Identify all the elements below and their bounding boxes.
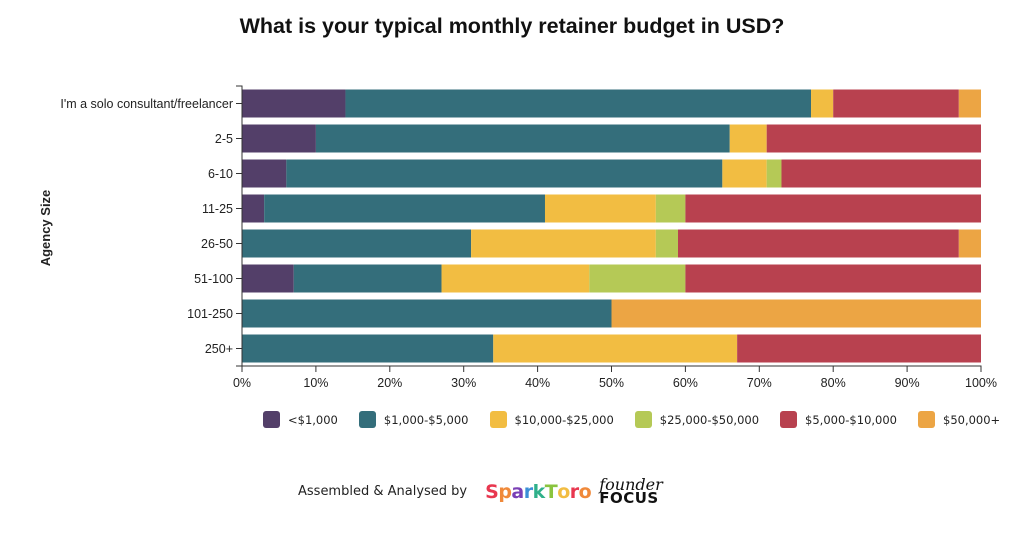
bar-segment <box>655 229 679 258</box>
bar-segment <box>833 89 959 118</box>
y-tick-label: 11-25 <box>202 202 233 216</box>
x-tick-label: 20% <box>377 376 402 390</box>
bar-segment <box>729 124 767 153</box>
bar-segment <box>685 264 981 293</box>
legend-item: <$1,000 <box>263 411 338 428</box>
bar-segment <box>242 299 612 328</box>
footer: Assembled & Analysed by SparkToro founde… <box>298 475 663 508</box>
legend-item: $1,000-$5,000 <box>358 411 469 428</box>
bar-segment <box>242 229 472 258</box>
y-tick-label: 6-10 <box>208 167 233 181</box>
x-tick-label: 10% <box>303 376 328 390</box>
bar-segment <box>242 124 316 153</box>
bar-segment <box>811 89 834 118</box>
legend: <$1,000 $1,000-$5,000 $10,000-$25,000 $25,0… <box>263 411 1021 428</box>
axes-layer: I'm a solo consultant/freelancer 2-5 6-10 1… <box>60 85 997 390</box>
bar-segment <box>685 194 981 223</box>
bars-layer <box>242 89 981 363</box>
bar-segment <box>589 264 686 293</box>
y-tick-label: 26-50 <box>201 237 233 251</box>
bar-segment <box>655 194 686 223</box>
legend-label: $25,000-$50,000 <box>659 412 760 427</box>
bar-segment <box>781 159 981 188</box>
legend-item: $10,000-$25,000 <box>489 411 614 428</box>
x-tick-label: 50% <box>599 376 624 390</box>
bar-segment <box>611 299 981 328</box>
x-tick-label: 30% <box>451 376 476 390</box>
legend-swatch <box>358 411 376 428</box>
legend-label: $1,000-$5,000 <box>383 412 469 427</box>
bar-segment <box>441 264 590 293</box>
bar-segment <box>722 159 767 188</box>
bar-segment <box>242 89 346 118</box>
y-tick-label: 2-5 <box>215 132 233 146</box>
legend-label: $5,000-$10,000 <box>805 412 897 427</box>
x-tick-label: 80% <box>821 376 846 390</box>
bar-segment <box>958 89 981 118</box>
y-tick-label: 51-100 <box>194 272 233 286</box>
founder-focus-logo: founder FOCUS <box>599 475 663 508</box>
legend-label: $10,000-$25,000 <box>514 412 614 427</box>
x-tick-label: 100% <box>965 376 997 390</box>
bar-segment <box>286 159 723 188</box>
bar-segment <box>242 159 287 188</box>
chart-title: What is your typical monthly retainer bu… <box>239 14 785 38</box>
legend-item: $5,000-$10,000 <box>780 411 897 428</box>
bar-segment <box>242 334 494 363</box>
x-tick-label: 60% <box>673 376 698 390</box>
bar-segment <box>315 124 730 153</box>
legend-swatch <box>634 411 652 428</box>
bar-segment <box>493 334 738 363</box>
chart-plot: I'm a solo consultant/freelancer 2-5 6-10 1… <box>38 85 997 390</box>
legend-item: $50,000+ <box>918 411 1000 428</box>
legend-label: $50,000+ <box>943 412 1001 427</box>
legend-swatch <box>263 411 280 428</box>
y-tick-label: 101-250 <box>187 307 233 321</box>
y-axis-line <box>236 85 243 367</box>
bar-segment <box>242 194 265 223</box>
founder-focus-logo-top: founder <box>599 475 663 494</box>
bar-segment <box>293 264 442 293</box>
bar-segment <box>471 229 656 258</box>
bar-segment <box>737 334 981 363</box>
legend-swatch <box>780 411 798 428</box>
legend-item: $25,000-$50,000 <box>634 411 760 428</box>
footer-credit-text: Assembled & Analysed by <box>298 484 468 500</box>
bar-segment <box>264 194 545 223</box>
bar-segment <box>345 89 812 118</box>
y-tick-label: I'm a solo consultant/freelancer <box>60 97 233 111</box>
legend-swatch <box>918 411 935 428</box>
x-tick-label: 40% <box>525 376 550 390</box>
bar-segment <box>242 264 294 293</box>
legend-swatch <box>489 411 507 428</box>
bar-segment <box>544 194 656 223</box>
x-tick-label: 0% <box>233 376 251 390</box>
x-tick-label: 90% <box>895 376 920 390</box>
legend-label: <$1,000 <box>288 412 338 427</box>
bar-segment <box>766 159 782 188</box>
bar-segment <box>678 229 959 258</box>
bar-segment <box>766 124 981 153</box>
bar-segment <box>958 229 981 258</box>
y-tick-label: 250+ <box>205 342 233 356</box>
x-tick-label: 70% <box>747 376 772 390</box>
sparktoro-logo: SparkToro <box>485 480 592 503</box>
founder-focus-logo-bottom: FOCUS <box>599 489 659 508</box>
y-axis-label: Agency Size <box>38 190 53 267</box>
